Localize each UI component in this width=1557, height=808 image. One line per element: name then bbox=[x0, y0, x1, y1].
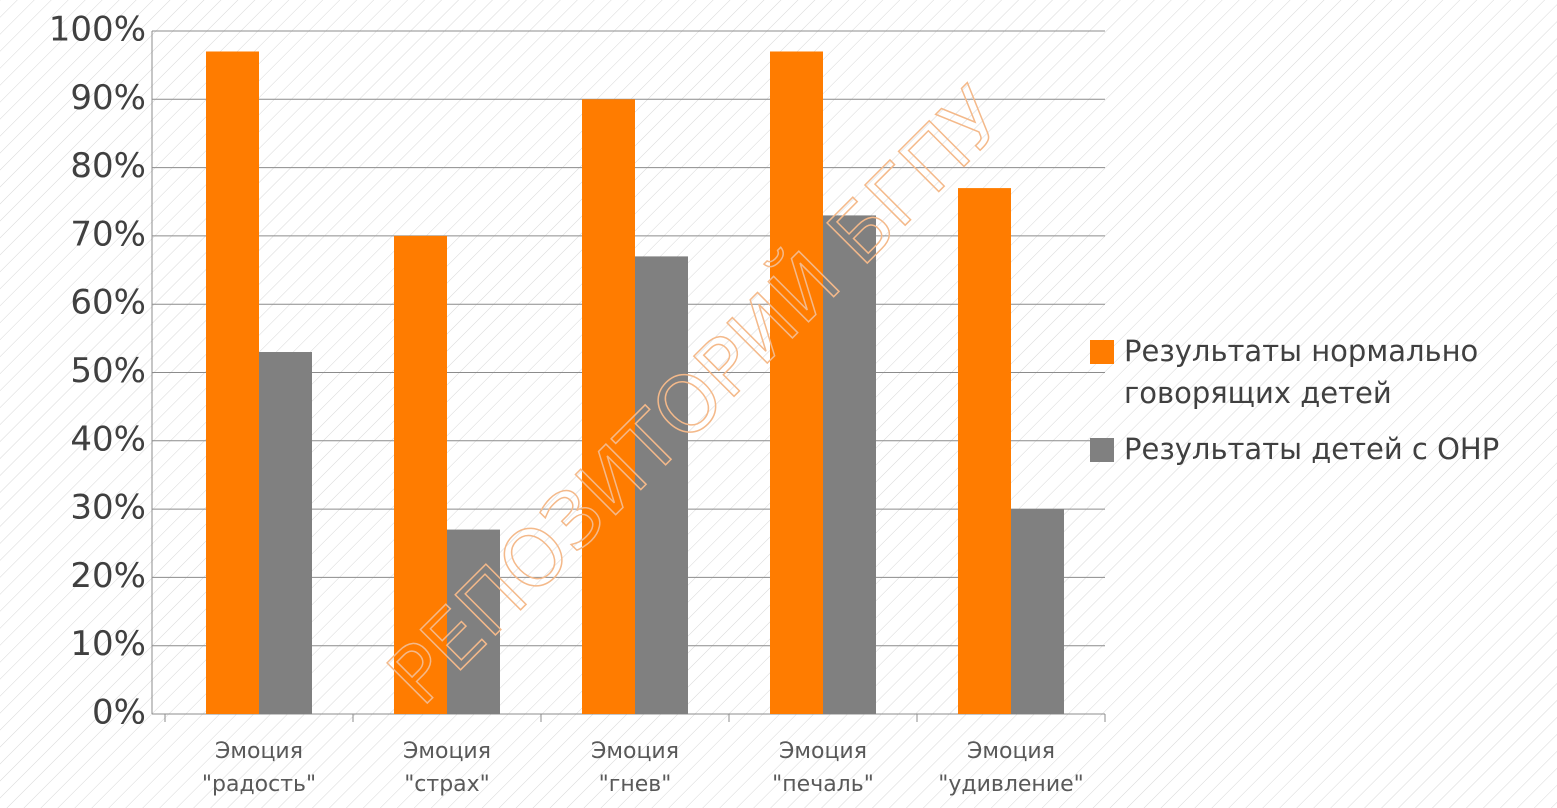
bar bbox=[635, 256, 688, 714]
x-tick-label: "радость" bbox=[202, 772, 316, 797]
bar bbox=[770, 51, 823, 715]
y-tick-label: 30% bbox=[70, 488, 146, 528]
x-tick-label: Эмоция bbox=[403, 739, 491, 764]
bar bbox=[447, 529, 500, 714]
plot: 0% 10% 20% 30% 40% 50% 60% 70% 80% 90% 100% Эмоция "… bbox=[49, 10, 1106, 797]
legend-swatch bbox=[1090, 340, 1114, 364]
y-tick-label: 90% bbox=[70, 78, 146, 118]
y-tick-label: 70% bbox=[70, 214, 146, 254]
legend: Результаты нормально говорящих детей Резу… bbox=[1090, 330, 1550, 484]
y-tick-label: 60% bbox=[70, 283, 146, 323]
x-tick-label: "печаль" bbox=[772, 772, 874, 797]
y-tick-label: 10% bbox=[70, 624, 146, 664]
legend-swatch bbox=[1090, 438, 1114, 463]
x-tick-label: "удивление" bbox=[938, 772, 1084, 797]
bar bbox=[582, 99, 635, 715]
bar bbox=[206, 51, 259, 715]
y-tick-label: 20% bbox=[70, 556, 146, 596]
y-tick-label: 100% bbox=[49, 10, 146, 50]
bar bbox=[259, 352, 312, 714]
y-tick-label: 80% bbox=[70, 146, 146, 186]
bar bbox=[1011, 509, 1064, 714]
x-tick-label: Эмоция bbox=[215, 739, 303, 764]
y-tick-label: 50% bbox=[70, 351, 146, 391]
x-tick-label: Эмоция bbox=[591, 739, 679, 764]
x-tick-label: Эмоция bbox=[779, 739, 867, 764]
bar bbox=[394, 235, 447, 714]
x-tick-label: "гнев" bbox=[599, 772, 672, 797]
bar bbox=[823, 215, 876, 714]
y-tick-label: 40% bbox=[70, 419, 146, 459]
legend-label: Результаты детей с ОНР bbox=[1124, 432, 1500, 467]
x-tick-label: "страх" bbox=[404, 772, 490, 797]
y-tick-label: 0% bbox=[92, 693, 146, 733]
legend-label: Результаты нормально говорящих детей bbox=[1124, 334, 1479, 411]
legend-item: Результаты детей с ОНР bbox=[1090, 428, 1550, 470]
x-tick-label: Эмоция bbox=[967, 739, 1055, 764]
bar bbox=[958, 188, 1011, 715]
legend-item: Результаты нормально говорящих детей bbox=[1090, 330, 1550, 414]
